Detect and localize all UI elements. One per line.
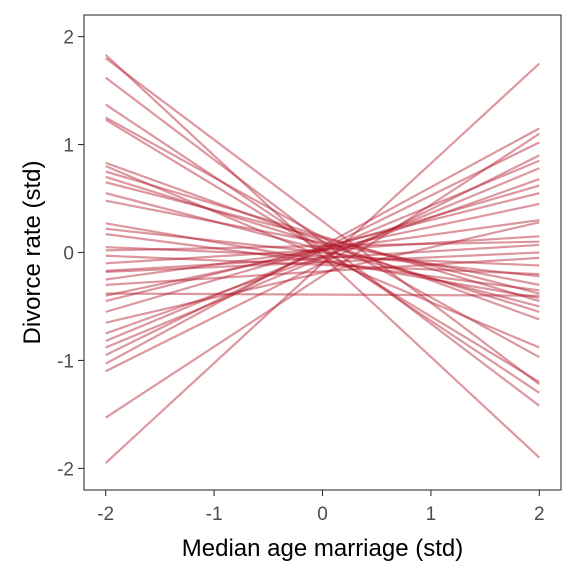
regression-line-10 <box>105 175 540 313</box>
regression-line-27 <box>105 192 540 303</box>
ticks-layer: -2 -1 0 1 2 -2 -1 0 1 2 <box>57 28 545 525</box>
regression-line-21 <box>105 243 540 272</box>
regression-line-5 <box>105 116 540 359</box>
regression-line-18 <box>105 240 540 252</box>
regression-line-7 <box>105 161 540 321</box>
regression-line-34 <box>105 127 540 365</box>
regression-line-36 <box>105 132 540 419</box>
regression-line-4 <box>105 103 540 394</box>
regression-line-33 <box>105 141 540 357</box>
regression-line-35 <box>105 154 540 373</box>
x-tick-label: 0 <box>317 504 328 525</box>
regression-line-1 <box>104 54 541 459</box>
x-tick-label: 1 <box>426 504 437 525</box>
regression-line-13 <box>105 199 540 286</box>
regression-line-17 <box>105 246 540 267</box>
regression-line-9 <box>105 170 540 303</box>
regression-line-11 <box>105 181 540 295</box>
regression-line-2 <box>105 57 540 386</box>
regression-line-25 <box>105 292 540 297</box>
regression-line-31 <box>105 159 540 343</box>
regression-line-32 <box>105 167 540 349</box>
y-tick-label: 1 <box>63 136 74 157</box>
x-tick-label: -2 <box>97 504 114 525</box>
y-tick-label: -1 <box>57 351 74 372</box>
regression-line-3 <box>105 76 540 407</box>
regression-line-30 <box>105 178 540 335</box>
lines-layer <box>104 54 541 464</box>
x-tick-label: 2 <box>534 504 545 525</box>
regression-line-24 <box>105 256 540 286</box>
y-tick-label: 0 <box>63 244 74 265</box>
regression-line-16 <box>105 233 540 292</box>
regression-line-15 <box>105 227 540 278</box>
regression-line-6 <box>105 118 540 383</box>
regression-line-26 <box>105 202 540 297</box>
regression-line-37 <box>104 62 541 464</box>
x-axis-title: Median age marriage (std) <box>182 535 463 562</box>
regression-line-22 <box>105 251 540 274</box>
regression-line-8 <box>105 165 540 349</box>
x-tick-label: -1 <box>206 504 223 525</box>
regression-line-12 <box>105 192 540 308</box>
regression-line-28 <box>105 184 540 313</box>
y-tick-label: 2 <box>63 28 74 49</box>
regression-line-23 <box>105 219 540 281</box>
regression-line-29 <box>105 221 540 324</box>
regression-line-19 <box>105 254 540 276</box>
regression-line-14 <box>105 222 540 299</box>
y-axis-title: Divorce rate (std) <box>19 160 46 344</box>
y-tick-label: -2 <box>57 459 74 480</box>
regression-line-20 <box>105 235 540 265</box>
